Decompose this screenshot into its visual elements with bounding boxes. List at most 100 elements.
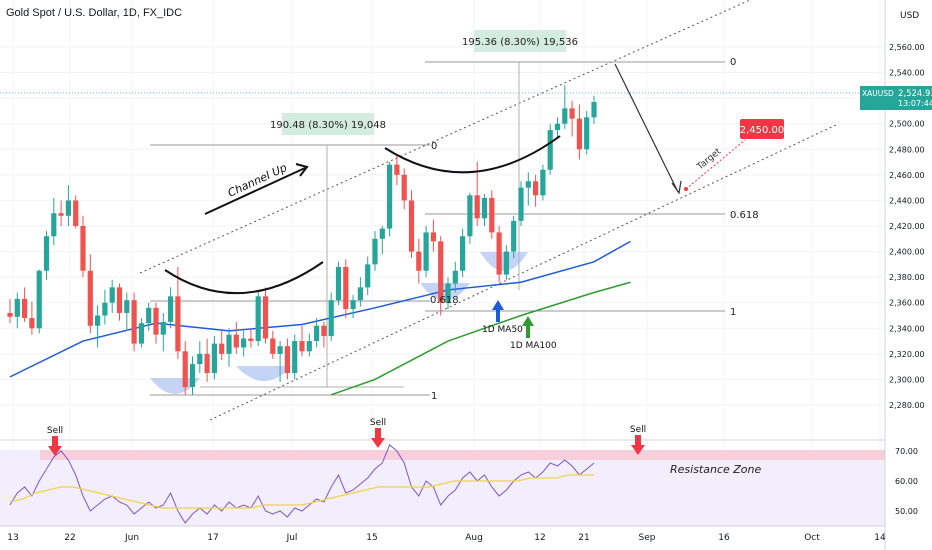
candle-body xyxy=(73,200,79,226)
x-tick-label: 13 xyxy=(7,533,18,543)
candle-body xyxy=(511,220,517,252)
candle-body xyxy=(95,315,101,326)
x-tick-label: 22 xyxy=(64,533,75,543)
currency-label: USD xyxy=(900,11,919,21)
arc-right xyxy=(384,135,561,174)
y-tick-label: 2,560.00 xyxy=(889,43,925,52)
candle-body xyxy=(7,312,13,317)
candle-body xyxy=(540,169,546,196)
price-badge-symbol: XAUUSD xyxy=(862,89,894,98)
x-tick-label: 17 xyxy=(207,533,218,543)
x-tick-label: Sep xyxy=(639,533,656,543)
gridlines xyxy=(0,0,885,526)
resistance-zone xyxy=(40,450,885,460)
candle-body xyxy=(496,232,502,275)
candle-body xyxy=(445,283,451,303)
y-tick-label: 2,340.00 xyxy=(889,324,925,333)
measure-label-1: 190.48 (8.30%) 19,048 xyxy=(270,120,386,131)
candle-body xyxy=(43,236,50,271)
candle-body xyxy=(518,187,524,221)
fib-label-618-1: 0.618 xyxy=(430,295,459,306)
candle-body xyxy=(262,296,269,339)
candle-body xyxy=(576,118,582,150)
target-dot xyxy=(684,187,688,191)
y-tick-label: 2,500.00 xyxy=(889,120,925,129)
y-tick-label: 2,380.00 xyxy=(889,273,925,282)
time-axis-ticks: 13 22 Jun 17 Jul 15 Aug 12 21 Sep 16 Oct 14 xyxy=(7,533,886,543)
rsi-tick-label: 60.00 xyxy=(895,477,918,486)
candle-body xyxy=(401,174,407,201)
y-tick-label: 2,280.00 xyxy=(889,401,925,410)
candle-body xyxy=(197,353,203,365)
candle-body xyxy=(138,323,144,344)
candle-body xyxy=(277,346,283,354)
candle-body xyxy=(153,307,159,335)
target-line xyxy=(685,139,746,190)
candle-body xyxy=(248,338,254,342)
candle-body xyxy=(321,325,327,336)
sell-label-3: Sell xyxy=(630,425,646,435)
candle-body xyxy=(255,296,261,342)
candle-body xyxy=(489,197,495,233)
x-tick-label: 12 xyxy=(534,533,545,543)
candle-body xyxy=(467,195,473,237)
rsi-path xyxy=(9,444,595,524)
candle-body xyxy=(481,197,488,219)
candle-body xyxy=(109,287,115,303)
price-badge-countdown: 13:07:44 xyxy=(898,99,932,108)
projection-arrowhead xyxy=(671,180,682,195)
price-badge-price: 2,524.93 xyxy=(898,89,932,99)
candle-body xyxy=(146,307,152,324)
candle-body xyxy=(343,266,349,310)
candle-body xyxy=(182,351,188,388)
candle-body xyxy=(29,318,35,329)
candle-body xyxy=(438,241,444,303)
candle-body xyxy=(168,296,174,322)
candle-body xyxy=(189,364,196,388)
rsi-axis-ticks: 70.00 60.00 50.00 xyxy=(895,447,918,516)
arc-left xyxy=(164,261,324,295)
fib-label-0-1: 0 xyxy=(431,141,437,152)
sell-markers: Sell Sell Sell xyxy=(47,418,646,456)
candle-body xyxy=(314,325,320,342)
candle-body xyxy=(460,236,466,271)
y-tick-label: 2,420.00 xyxy=(889,222,925,231)
candle-body xyxy=(591,101,597,118)
rsi-lines xyxy=(9,444,595,524)
ma100-path xyxy=(330,281,631,396)
rsi-ma-path xyxy=(9,474,594,509)
candle-body xyxy=(270,338,276,354)
x-tick-label: 15 xyxy=(366,533,377,543)
measure-box-2 xyxy=(474,30,566,52)
target-value-box xyxy=(740,119,784,139)
candle-body xyxy=(36,270,42,329)
candle-body xyxy=(292,341,298,374)
candle-body xyxy=(387,164,393,229)
candle-body xyxy=(124,300,130,313)
candle-body xyxy=(102,302,108,316)
candle-body xyxy=(525,181,531,188)
candle-body xyxy=(562,108,568,124)
candle-body xyxy=(211,343,217,374)
candle-body xyxy=(116,287,123,313)
candle-body xyxy=(365,264,371,288)
sell-arrow-icon-2 xyxy=(371,428,385,448)
y-tick-label: 2,440.00 xyxy=(889,196,925,205)
candle-body xyxy=(80,226,86,271)
candle-body xyxy=(408,200,415,252)
ma50-path xyxy=(9,240,631,378)
x-tick-label: Aug xyxy=(465,533,483,543)
ma100-line xyxy=(330,281,631,396)
rsi-panel xyxy=(0,450,885,526)
candle-body xyxy=(569,108,575,119)
candle-body xyxy=(219,343,225,354)
y-tick-label: 2,460.00 xyxy=(889,171,925,180)
x-tick-label: Oct xyxy=(804,533,820,543)
candle-body xyxy=(335,266,342,301)
candle-body xyxy=(430,232,436,242)
candle-body xyxy=(241,338,247,348)
rsi-tick-label: 50.00 xyxy=(895,507,918,516)
candle-body xyxy=(474,195,480,219)
channel-up-arrow xyxy=(204,167,306,215)
